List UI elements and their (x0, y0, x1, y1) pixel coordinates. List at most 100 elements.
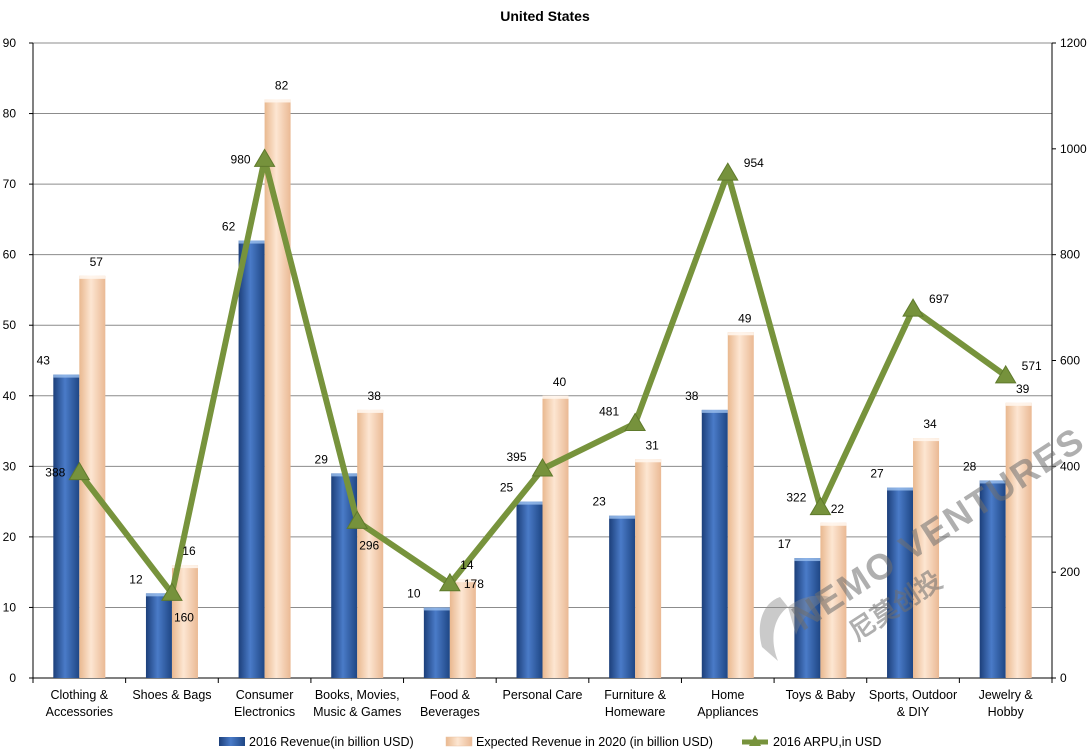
data-label-arpu: 395 (506, 450, 526, 464)
left-tick-label: 20 (3, 530, 17, 544)
bar-revenue-2016-cap (516, 501, 543, 505)
bar-revenue-2020 (542, 395, 569, 678)
data-label-revenue-2020: 82 (275, 78, 289, 92)
category-label: Accessories (46, 705, 113, 719)
data-label-revenue-2020: 49 (738, 311, 752, 325)
data-label-revenue-2020: 57 (90, 255, 104, 269)
data-label-revenue-2016: 25 (500, 481, 514, 495)
data-label-revenue-2016: 62 (222, 220, 236, 234)
arpu-marker (253, 148, 276, 167)
bar-revenue-2016-cap (794, 558, 821, 562)
bar-revenue-2016-cap (423, 607, 450, 611)
line-layer (68, 148, 1017, 601)
right-tick-label: 200 (1060, 565, 1080, 579)
data-label-revenue-2020: 38 (368, 389, 382, 403)
category-label: Appliances (697, 705, 758, 719)
data-label-arpu: 322 (786, 491, 806, 505)
data-label-arpu: 954 (744, 156, 764, 170)
data-label-arpu: 980 (231, 152, 251, 166)
left-tick-label: 30 (3, 459, 17, 473)
bar-revenue-2016 (423, 607, 450, 678)
category-label: Music & Games (313, 705, 401, 719)
bar-revenue-2020 (913, 438, 940, 678)
bar-revenue-2020-cap (264, 99, 291, 103)
bar-revenue-2016-cap (238, 240, 265, 244)
bar-revenue-2016-cap (887, 487, 914, 491)
category-label: Electronics (234, 705, 295, 719)
left-tick-label: 80 (3, 107, 17, 121)
data-label-arpu: 481 (599, 404, 619, 418)
bar-revenue-2016 (701, 409, 728, 678)
arpu-marker (161, 582, 183, 601)
data-label-revenue-2020: 39 (1016, 382, 1030, 396)
arpu-marker (716, 162, 739, 181)
category-label: Hobby (988, 705, 1025, 719)
bar-revenue-2016 (238, 240, 265, 679)
bar-revenue-2020 (264, 99, 291, 678)
data-label-revenue-2020: 34 (923, 417, 937, 431)
legend: 2016 Revenue(in billion USD) Expected Re… (219, 735, 881, 749)
arpu-marker (994, 364, 1017, 384)
bar-revenue-2020 (1005, 402, 1032, 678)
right-tick-label: 0 (1060, 671, 1067, 685)
left-tick-label: 70 (3, 177, 17, 191)
bar-revenue-2016 (145, 593, 172, 678)
bar-revenue-2020-cap (913, 438, 940, 442)
data-label-revenue-2016: 27 (870, 467, 884, 481)
legend-label-revenue-2020: Expected Revenue in 2020 (in billion USD… (476, 735, 713, 749)
data-label-arpu: 697 (929, 292, 949, 306)
right-tick-label: 600 (1060, 354, 1080, 368)
right-tick-label: 1000 (1060, 142, 1087, 156)
data-label-revenue-2020: 40 (553, 375, 567, 389)
right-tick-label: 400 (1060, 459, 1080, 473)
chart-title: United States (500, 8, 590, 24)
data-label-arpu: 571 (1022, 359, 1042, 373)
data-label-revenue-2020: 22 (831, 502, 845, 516)
category-label: Homeware (605, 705, 665, 719)
data-label-revenue-2020: 14 (460, 558, 474, 572)
category-label: Beverages (420, 705, 480, 719)
legend-triangle-marker-icon (749, 735, 761, 746)
legend-label-revenue-2016: 2016 Revenue(in billion USD) (249, 735, 414, 749)
arpu-marker (531, 457, 554, 477)
bar-revenue-2016-cap (701, 409, 728, 413)
category-label: & DIY (897, 705, 930, 719)
arpu-marker (438, 572, 461, 592)
data-label-revenue-2016: 28 (963, 459, 977, 473)
legend-label-arpu: 2016 ARPU,in USD (773, 735, 881, 749)
left-tick-label: 90 (3, 36, 17, 50)
category-label: Jewelry & (979, 688, 1034, 702)
bar-revenue-2020-cap (727, 332, 754, 336)
legend-item-revenue-2016: 2016 Revenue(in billion USD) (219, 735, 414, 749)
bar-revenue-2016 (794, 558, 821, 678)
category-label: Personal Care (503, 688, 583, 702)
bar-revenue-2020 (820, 522, 847, 678)
right-tick-label: 800 (1060, 248, 1080, 262)
bar-revenue-2016-cap (145, 593, 172, 597)
category-label: Consumer (236, 688, 294, 702)
bar-revenue-2016 (516, 501, 543, 678)
bar-revenue-2020-cap (357, 409, 384, 413)
label-layer: 43 57 12 16 62 82 29 38 10 14 25 40 23 31 38 49 17 22 27 34… (37, 78, 1042, 624)
data-label-revenue-2016: 10 (407, 586, 421, 600)
bar-revenue-2020 (449, 579, 476, 678)
data-label-revenue-2020: 16 (182, 544, 196, 558)
category-label: Food & (430, 688, 471, 702)
bar-revenue-2020-cap (635, 459, 662, 463)
bar-revenue-2016 (609, 515, 636, 678)
left-tick-label: 50 (3, 318, 17, 332)
bar-revenue-2020-cap (449, 579, 476, 583)
arpu-marker (624, 412, 647, 431)
bar-revenue-2016-cap (609, 515, 636, 519)
axis-layer: 0 10 20 30 40 50 60 70 80 90 0 200 400 600 800 1000 1200… (3, 36, 1087, 719)
watermark-logo-icon (759, 595, 830, 661)
legend-swatch-blue (219, 737, 245, 746)
arpu-marker (809, 496, 832, 516)
bar-revenue-2020-cap (820, 522, 847, 526)
bar-revenue-2016-cap (979, 480, 1006, 484)
category-label: Books, Movies, (315, 688, 400, 702)
data-label-revenue-2016: 43 (37, 354, 51, 368)
left-tick-label: 40 (3, 389, 17, 403)
grid-layer (33, 42, 1052, 608)
